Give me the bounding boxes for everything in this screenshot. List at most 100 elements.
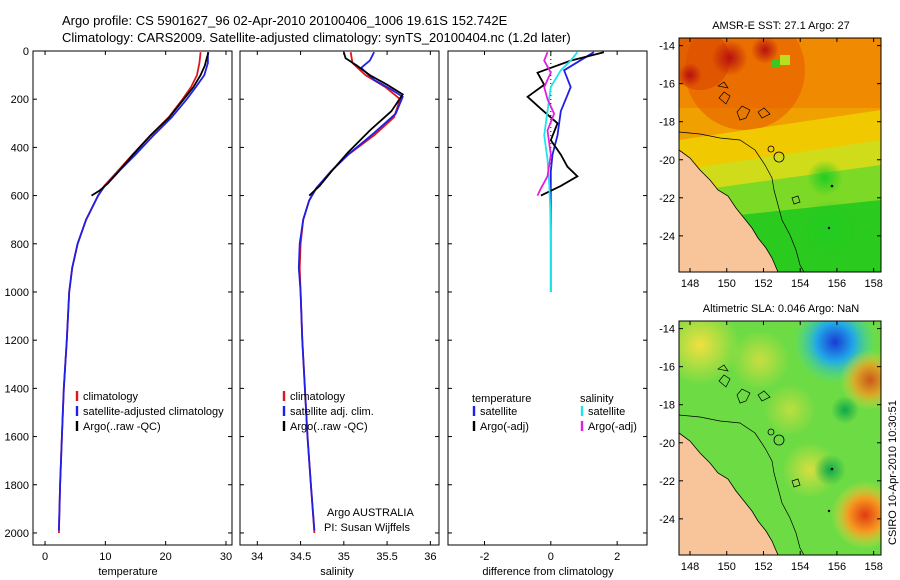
y-tick-label: 1600 <box>5 432 29 444</box>
x-tick-label: 34 <box>251 551 263 563</box>
x-tick-label: 20 <box>160 551 172 563</box>
x-tick-label: 0 <box>548 551 554 563</box>
map-x-tick-label: 154 <box>791 561 809 573</box>
sla-heatmap <box>679 321 881 555</box>
map-y-tick-label: -24 <box>659 514 675 526</box>
salinity-axes-frame <box>239 50 440 546</box>
map-x-tick-label: 150 <box>718 278 736 290</box>
x-tick-label: 36 <box>424 551 436 563</box>
sst-map-title: AMSR-E SST: 27.1 Argo: 27 <box>712 20 850 32</box>
legend-heading: salinity <box>580 393 614 405</box>
map-y-tick-label: -18 <box>659 400 675 412</box>
series-line-salinity-satellite <box>543 51 579 292</box>
legend-label: satellite-adjusted climatology <box>83 406 224 418</box>
legend-label: satellite adj. clim. <box>290 406 374 418</box>
difference-x-label: difference from climatology <box>482 566 614 578</box>
salinity-panel: 34 34.5 35 35.5 36 salinity climatology satel… <box>239 50 440 578</box>
y-tick-label: 2000 <box>5 528 29 540</box>
difference-x-ticks: -2 0 2 <box>480 51 620 563</box>
map-x-tick-label: 148 <box>681 278 699 290</box>
y-tick-label: 400 <box>11 142 29 154</box>
sst-heatmap <box>679 38 881 272</box>
legend-label: Argo(-adj) <box>588 421 637 433</box>
legend-label: Argo(..raw -QC) <box>290 421 368 433</box>
series-line-argo-raw-qc- <box>308 51 404 197</box>
temperature-legend: climatology satellite-adjusted climatolog… <box>75 391 224 433</box>
y-tick-label: 800 <box>11 239 29 251</box>
map-y-tick-label: -14 <box>659 324 675 336</box>
difference-curves <box>526 51 605 292</box>
difference-legend: temperaturesatelliteArgo(-adj)salinitysa… <box>472 393 637 433</box>
map-x-tick-label: 158 <box>864 561 882 573</box>
map-y-tick-label: -22 <box>659 476 675 488</box>
float-info-line1: Argo AUSTRALIA <box>327 507 414 519</box>
map-y-tick-label: -24 <box>659 231 675 243</box>
sst-map-x-ticks: 148 150 152 154 156 158 <box>681 38 883 290</box>
salinity-legend: climatology satellite adj. clim. Argo(..ra… <box>282 391 374 433</box>
map-y-tick-label: -22 <box>659 193 675 205</box>
map-y-tick-label: -16 <box>659 362 675 374</box>
x-tick-label: 35 <box>338 551 350 563</box>
y-tick-label: 200 <box>11 94 29 106</box>
x-tick-label: 10 <box>99 551 111 563</box>
figure-title-line2: Climatology: CARS2009. Satellite-adjuste… <box>62 30 571 45</box>
sst-map-panel: AMSR-E SST: 27.1 Argo: 27 <box>659 20 883 290</box>
depth-y-ticks: 0 200 400 600 800 1000 1200 1400 1600 1800 2000 <box>5 46 232 540</box>
salinity-x-ticks: 34 34.5 35 35.5 36 <box>251 51 436 563</box>
sst-map-y-ticks: -14 -16 -18 -20 -22 -24 <box>659 41 881 243</box>
series-line-argo-raw-qc- <box>91 51 210 197</box>
map-x-tick-label: 156 <box>828 278 846 290</box>
map-x-tick-label: 150 <box>718 561 736 573</box>
x-tick-label: -2 <box>480 551 490 563</box>
legend-label: Argo(-adj) <box>480 421 529 433</box>
x-tick-label: 2 <box>614 551 620 563</box>
difference-y-ticks <box>448 50 647 534</box>
sst-map-frame <box>678 37 882 273</box>
map-x-tick-label: 154 <box>791 278 809 290</box>
temperature-x-ticks: 0 10 20 30 <box>42 51 232 563</box>
map-x-tick-label: 148 <box>681 561 699 573</box>
x-tick-label: 35.5 <box>376 551 397 563</box>
map-x-tick-label: 152 <box>754 278 772 290</box>
difference-panel: -2 0 2 difference from climatology tempera… <box>447 50 648 578</box>
legend-label: satellite <box>480 406 517 418</box>
legend-label: Argo(..raw -QC) <box>83 421 161 433</box>
sla-map-x-ticks: 148 150 152 154 156 158 <box>681 321 883 573</box>
map-y-tick-label: -20 <box>659 155 675 167</box>
y-tick-label: 1800 <box>5 480 29 492</box>
legend-heading: temperature <box>472 393 531 405</box>
legend-label: climatology <box>290 391 346 403</box>
csiro-timestamp-footer: CSIRO 10-Apr-2010 10:30:51 <box>887 400 899 545</box>
map-x-tick-label: 152 <box>754 561 772 573</box>
y-tick-label: 1000 <box>5 287 29 299</box>
series-line-temperature-argo-adj- <box>526 51 605 197</box>
temperature-axes-frame <box>32 50 233 546</box>
x-tick-label: 0 <box>42 551 48 563</box>
map-y-tick-label: -18 <box>659 117 675 129</box>
salinity-y-ticks <box>240 50 439 534</box>
sla-map-y-ticks: -14 -16 -18 -20 -22 -24 <box>659 324 881 526</box>
float-info-line2: PI: Susan Wijffels <box>324 522 410 534</box>
salinity-curves <box>297 51 404 534</box>
map-x-tick-label: 156 <box>828 561 846 573</box>
series-line-climatology <box>58 52 202 534</box>
temperature-x-label: temperature <box>98 566 157 578</box>
temperature-panel: 0 10 20 30 0 200 400 600 800 1000 1200 1400 1600 180… <box>5 46 233 578</box>
figure-title-line1: Argo profile: CS 5901627_96 02-Apr-2010 … <box>62 13 508 28</box>
salinity-x-label: salinity <box>320 566 354 578</box>
legend-label: climatology <box>83 391 139 403</box>
sla-map-panel: Altimetric SLA: 0.046 Argo: NaN 148 150 15… <box>659 303 883 573</box>
y-tick-label: 600 <box>11 191 29 203</box>
map-x-tick-label: 158 <box>864 278 882 290</box>
x-tick-label: 34.5 <box>290 551 311 563</box>
y-tick-label: 1200 <box>5 335 29 347</box>
legend-label: satellite <box>588 406 625 418</box>
temperature-curves <box>58 51 210 534</box>
map-y-tick-label: -20 <box>659 438 675 450</box>
map-y-tick-label: -14 <box>659 41 675 53</box>
y-tick-label: 0 <box>23 46 29 58</box>
sla-map-frame <box>678 320 882 556</box>
difference-axes-frame <box>447 50 648 546</box>
series-line-satellite-adjusted-climatology <box>58 52 209 531</box>
